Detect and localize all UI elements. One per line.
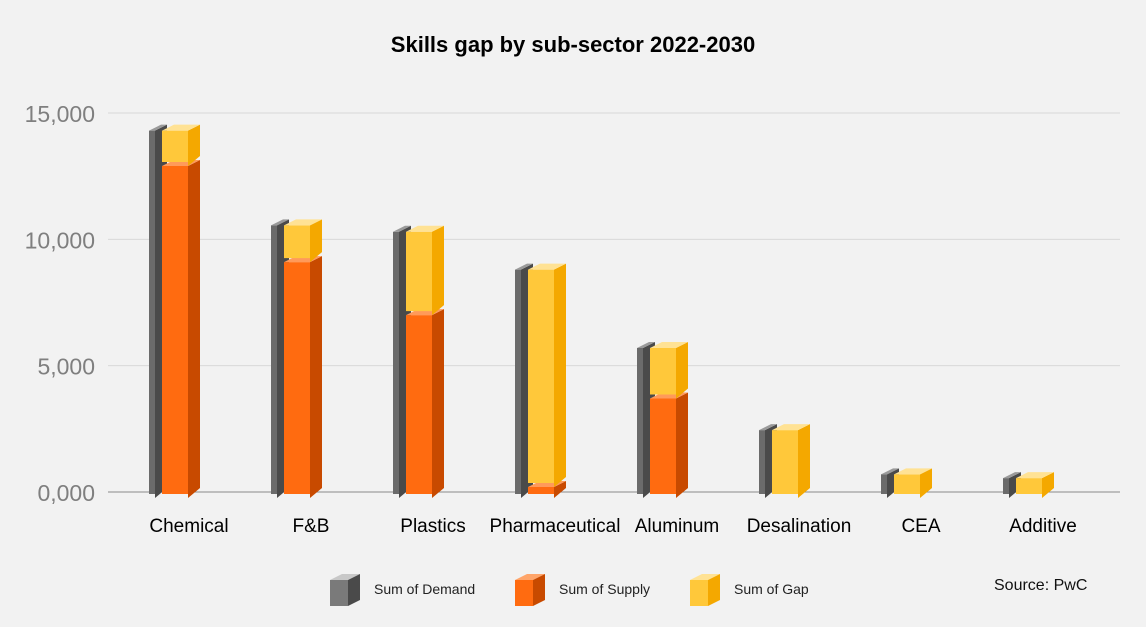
x-category-label: Additive <box>1009 516 1077 537</box>
bar-demand-front <box>637 347 643 494</box>
y-tick-label: 10,000 <box>25 227 95 253</box>
bar-gap <box>650 341 688 399</box>
bar-demand-top <box>759 424 777 431</box>
x-category-label: Plastics <box>400 516 465 537</box>
grid-lines <box>108 112 1120 493</box>
bar-supply <box>650 392 688 498</box>
bar-supply <box>528 480 566 498</box>
bar-supply <box>406 309 444 498</box>
bar-gap <box>772 424 810 498</box>
bar-gap-top <box>284 219 322 226</box>
y-tick-label: 0,000 <box>37 480 95 506</box>
bar-group <box>271 219 322 499</box>
bar-gap-top <box>528 263 566 270</box>
bar-gap-front <box>284 225 310 259</box>
bar-supply-front <box>528 486 554 494</box>
y-tick-label: 15,000 <box>25 101 95 127</box>
x-category-label: Pharmaceutical <box>490 516 621 537</box>
bar-supply-side <box>188 160 200 498</box>
x-category-label: Chemical <box>149 516 228 537</box>
bar-gap-top <box>772 424 810 431</box>
bar-gap-side <box>1042 472 1054 498</box>
bar-gap-top <box>894 468 932 475</box>
bar-gap-side <box>432 225 444 316</box>
bar-demand-top <box>149 124 167 131</box>
bar-gap-side <box>920 468 932 498</box>
bar-demand-top <box>515 263 533 270</box>
bar-gap-side <box>676 341 688 399</box>
bar-supply-side <box>432 309 444 498</box>
legend-label-gap: Sum of Gap <box>734 581 809 597</box>
x-category-label: F&B <box>293 516 330 537</box>
legend-item-gap: Sum of Gap <box>690 572 809 606</box>
bar-demand-front <box>881 474 887 494</box>
supply-cube-icon <box>515 574 545 606</box>
bar-gap <box>284 219 322 263</box>
bar-gap-side <box>310 219 322 263</box>
bar-supply-side <box>554 480 566 498</box>
y-tick-label: 5,000 <box>37 354 95 380</box>
gap-cube-icon <box>690 574 720 606</box>
x-category-label: Desalination <box>747 516 852 537</box>
legend-item-supply: Sum of Supply <box>515 572 650 606</box>
bar-supply-side <box>310 256 322 498</box>
bar-supply-front <box>650 398 676 494</box>
bar-gap <box>894 468 932 498</box>
bar-gap-front <box>162 130 188 163</box>
demand-cube-icon <box>330 574 360 606</box>
bar-gap-front <box>894 474 920 494</box>
bar-gap-front <box>1016 478 1042 494</box>
bar-gap-side <box>798 424 810 498</box>
bar-gap-front <box>772 430 798 494</box>
y-axis-ticks: 0,000 5,000 10,000 15,000 <box>25 101 95 506</box>
bar-group <box>515 263 566 498</box>
bar-demand-top <box>393 225 411 232</box>
bar-group <box>759 424 810 498</box>
bar-group <box>881 468 932 498</box>
bar-gap-front <box>650 347 676 395</box>
bar-demand-front <box>149 130 155 495</box>
bar-gap-side <box>188 124 200 167</box>
chart-plot: 0,000 5,000 10,000 15,000 Chemical F&B Plasti… <box>25 101 1120 537</box>
x-category-label: CEA <box>901 516 940 537</box>
bar-group <box>1003 472 1054 498</box>
bar-supply <box>162 160 200 498</box>
x-axis-labels: Chemical F&B Plastics Pharmaceutical Aluminu… <box>149 516 1076 537</box>
bar-group <box>393 225 444 498</box>
bar-gap-front <box>406 231 432 312</box>
bar-demand-front <box>515 269 521 494</box>
bar-gap-top <box>1016 472 1054 479</box>
bar-demand-top <box>637 341 655 348</box>
bar-gap <box>1016 472 1054 498</box>
legend-label-supply: Sum of Supply <box>559 581 651 597</box>
bars <box>149 124 1054 499</box>
bar-demand-top <box>1003 472 1021 479</box>
legend-label-demand: Sum of Demand <box>374 581 476 597</box>
legend-item-demand: Sum of Demand <box>330 572 475 606</box>
bar-demand-front <box>1003 478 1009 494</box>
bar-gap-side <box>554 263 566 487</box>
bar-demand-front <box>393 231 399 494</box>
bar-gap <box>162 124 200 167</box>
bar-gap-front <box>528 269 554 483</box>
bar-supply-front <box>162 166 188 494</box>
bar-supply-front <box>406 315 432 494</box>
bar-group <box>149 124 200 498</box>
bar-group <box>637 341 688 498</box>
x-category-label: Aluminum <box>635 516 719 537</box>
bar-gap-top <box>650 341 688 348</box>
bar-demand-front <box>759 430 765 494</box>
bar-supply <box>284 256 322 498</box>
bar-demand-front <box>271 225 277 495</box>
source-note: Source: PwC <box>994 577 1088 594</box>
bar-gap <box>528 263 566 487</box>
bar-gap-top <box>162 124 200 131</box>
bar-supply-front <box>284 262 310 494</box>
bar-demand-top <box>271 219 289 226</box>
bar-gap <box>406 225 444 316</box>
bar-demand-top <box>881 468 899 475</box>
chart-title: Skills gap by sub-sector 2022-2030 <box>390 32 756 57</box>
bar-gap-top <box>406 225 444 232</box>
bar-supply-side <box>676 392 688 498</box>
